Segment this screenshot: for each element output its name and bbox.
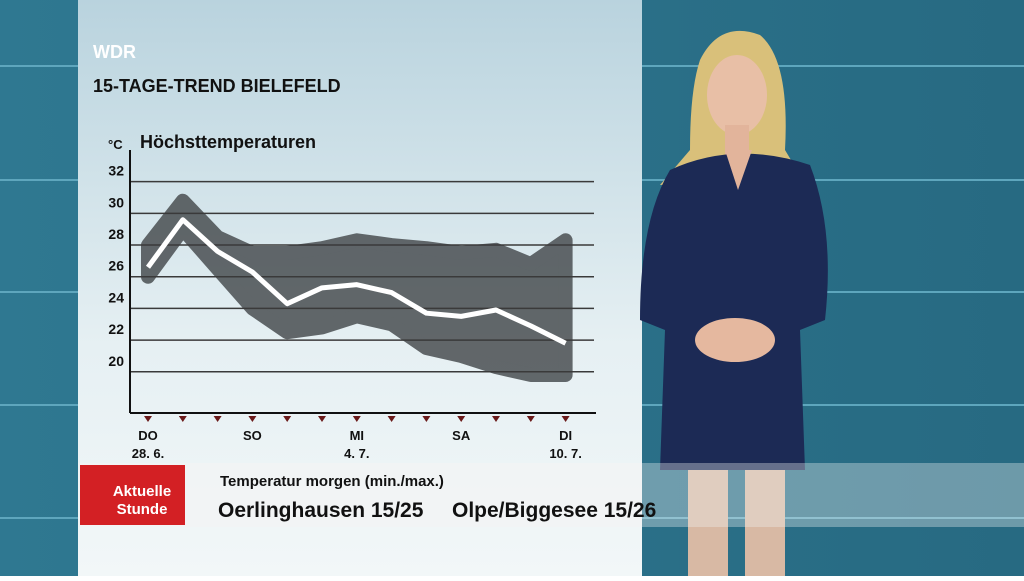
ticker-item: Olpe/Biggesee 15/26 [452, 499, 656, 522]
x-tick [492, 416, 500, 422]
x-tick-label: SA [452, 428, 471, 443]
y-tick-label: 20 [108, 353, 124, 369]
heading: 15-TAGE-TREND BIELEFELD [93, 76, 341, 96]
x-tick [283, 416, 292, 422]
x-tick [352, 416, 361, 422]
y-tick-label: 24 [108, 289, 124, 305]
x-tick [213, 416, 222, 422]
ticker-bar-extension [642, 463, 1024, 527]
ticker-logo [80, 465, 185, 525]
y-tick-label: 32 [108, 163, 124, 179]
ticker-item: Oerlinghausen 15/25 [218, 499, 424, 522]
x-tick [318, 416, 326, 422]
x-tick-date: 28. 6. [132, 446, 165, 461]
x-tick [248, 416, 257, 422]
chart-title: Höchsttemperaturen [140, 132, 316, 152]
y-tick-label: 22 [108, 321, 124, 337]
x-tick [561, 416, 570, 422]
x-tick-date: 4. 7. [344, 446, 369, 461]
x-tick [422, 416, 431, 422]
ticker-logo-line: Aktuelle [113, 483, 171, 500]
x-tick-label: SO [243, 428, 262, 443]
x-tick [387, 416, 396, 422]
presenter [640, 30, 828, 576]
ticker-logo-line: Stunde [117, 501, 168, 518]
x-tick [457, 416, 466, 422]
y-axis-unit: °C [108, 137, 123, 152]
ticker-caption: Temperatur morgen (min./max.) [220, 473, 444, 490]
x-tick-label: DO [138, 428, 158, 443]
y-tick-label: 30 [108, 194, 124, 210]
channel-logo: WDR [93, 42, 136, 62]
y-tick-label: 28 [108, 226, 124, 242]
y-tick-label: 26 [108, 258, 124, 274]
x-tick [144, 416, 152, 422]
x-tick-label: DI [559, 428, 572, 443]
x-tick [178, 416, 187, 422]
plot: 20 22 24 26 28 30 32 DO 28. 6. SO MI 4. 7. SA DI 10. 7… [108, 150, 596, 461]
range-band [141, 193, 573, 382]
x-tick-label: MI [350, 428, 364, 443]
x-tick-date: 10. 7. [549, 446, 582, 461]
line [145, 217, 567, 346]
x-tick [526, 416, 535, 422]
